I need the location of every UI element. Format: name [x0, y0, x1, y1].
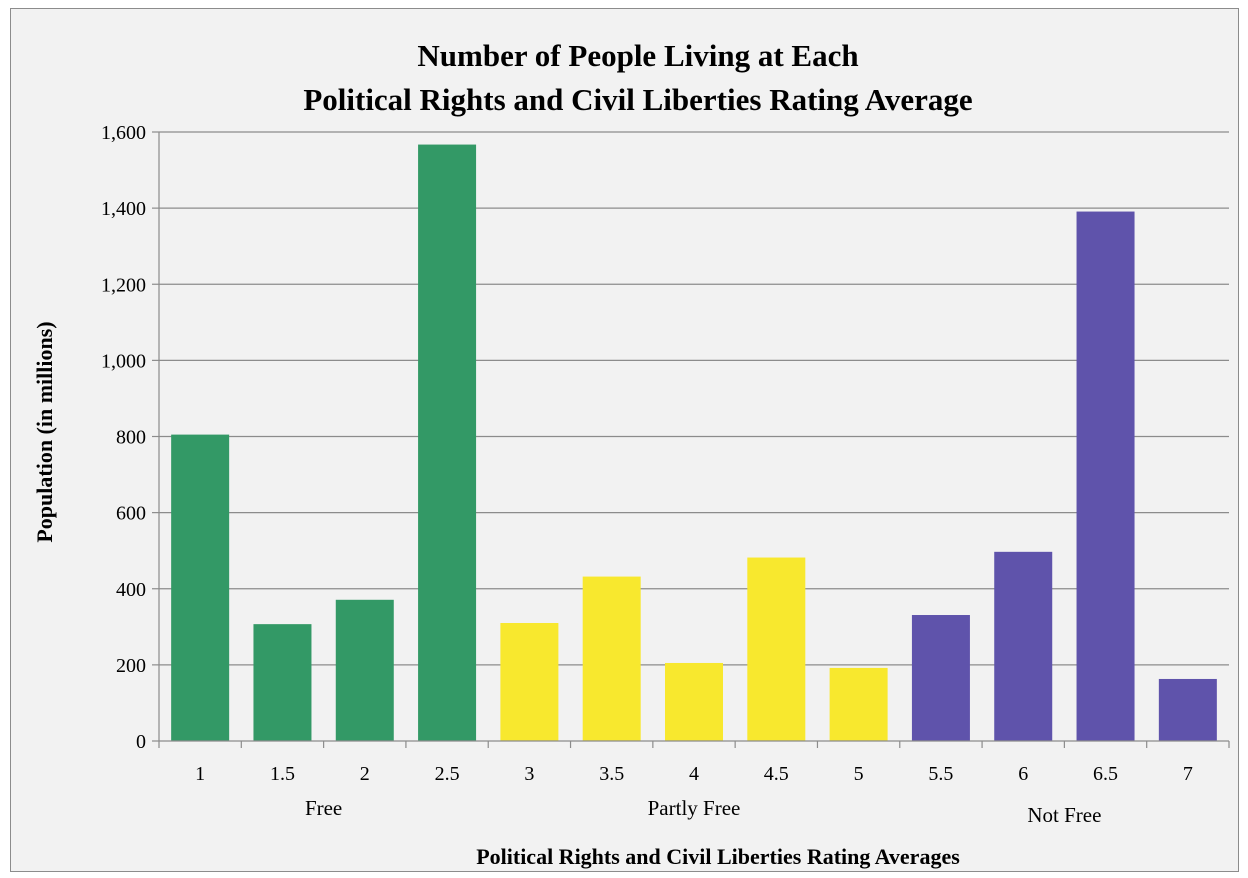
x-tick-label: 6	[1018, 763, 1028, 785]
y-tick-label: 1,600	[101, 122, 146, 144]
bar-4	[665, 662, 723, 741]
chart-title-line-1: Number of People Living at Each	[417, 38, 858, 73]
x-tick-label: 6.5	[1093, 763, 1118, 785]
chart-frame: Number of People Living at Each Politica…	[10, 8, 1239, 872]
axes: 0 200 400 600 800 1,000 1,200 1,400 1,600 1 1.5 2 2.…	[101, 122, 1230, 827]
bar-4_5	[747, 557, 806, 741]
x-tick-label: 3.5	[599, 763, 624, 785]
bar-chart: Number of People Living at Each Politica…	[32, 38, 1230, 869]
group-label-0: Free	[305, 796, 342, 820]
x-tick-label: 2	[360, 763, 370, 785]
x-tick-label: 3	[524, 763, 534, 785]
y-axis-title: Population (in millions)	[32, 321, 57, 542]
x-tick-label: 1	[195, 763, 205, 785]
bar-5	[829, 667, 888, 741]
bars	[171, 144, 1217, 742]
chart-title-line-2: Political Rights and Civil Liberties Rat…	[303, 82, 972, 117]
bar-3	[500, 623, 559, 741]
group-label-1: Partly Free	[648, 796, 741, 820]
x-tick-label: 7	[1183, 763, 1193, 785]
x-tick-label: 2.5	[435, 763, 460, 785]
bar-7	[1158, 678, 1217, 741]
bar-5_5	[911, 615, 970, 741]
bar-1	[171, 434, 230, 741]
y-tick-label: 0	[136, 731, 146, 753]
x-tick-label: 1.5	[270, 763, 295, 785]
bar-3_5	[582, 576, 641, 741]
bar-2	[335, 599, 394, 741]
bar-6	[994, 551, 1053, 741]
y-tick-label: 200	[116, 655, 146, 677]
group-label-2: Not Free	[1027, 803, 1101, 827]
y-tick-label: 1,000	[101, 350, 146, 372]
bar-2_5	[418, 144, 477, 742]
x-tick-label: 4	[689, 763, 699, 785]
y-tick-label: 600	[116, 503, 146, 525]
gridlines	[159, 131, 1229, 666]
x-tick-label: 4.5	[764, 763, 789, 785]
y-tick-label: 800	[116, 427, 146, 449]
bar-6_5	[1076, 211, 1135, 741]
x-tick-label: 5.5	[928, 763, 953, 785]
y-tick-label: 400	[116, 579, 146, 601]
x-tick-label: 5	[854, 763, 864, 785]
y-tick-label: 1,400	[101, 198, 146, 220]
y-tick-label: 1,200	[101, 274, 146, 296]
x-axis-title: Political Rights and Civil Liberties Rat…	[476, 844, 960, 869]
bar-1_5	[253, 624, 312, 741]
